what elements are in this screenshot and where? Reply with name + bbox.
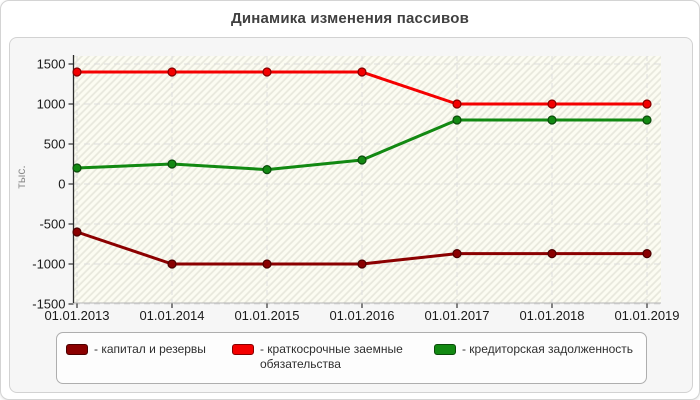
data-point[interactable] xyxy=(167,259,177,269)
x-tick-label: 01.01.2019 xyxy=(614,308,679,323)
x-tick-label: 01.01.2013 xyxy=(44,308,109,323)
x-tick-label: 01.01.2014 xyxy=(139,308,204,323)
legend-swatch xyxy=(66,344,88,355)
data-point[interactable] xyxy=(262,259,272,269)
legend-item-1[interactable]: - краткосрочные заемные обязательства xyxy=(231,342,408,373)
x-tick-label: 01.01.2016 xyxy=(329,308,394,323)
data-point[interactable] xyxy=(452,249,462,259)
data-point[interactable] xyxy=(642,99,652,109)
legend-label: - краткосрочные заемные обязательства xyxy=(259,342,403,372)
data-point[interactable] xyxy=(357,259,367,269)
data-point[interactable] xyxy=(642,115,652,125)
y-tick-label: -500 xyxy=(39,217,65,232)
data-point[interactable] xyxy=(547,249,557,259)
data-point[interactable] xyxy=(72,227,82,237)
data-point[interactable] xyxy=(167,67,177,77)
data-point[interactable] xyxy=(357,155,367,165)
y-axis-title: тыс. xyxy=(14,165,28,189)
plot-area xyxy=(73,56,661,303)
legend-swatch xyxy=(433,344,456,355)
data-point[interactable] xyxy=(452,99,462,109)
legend-item-0[interactable]: - капитал и резервы xyxy=(66,342,206,357)
data-point[interactable] xyxy=(642,249,652,259)
y-tick-label: -1500 xyxy=(32,297,65,312)
legend-label: - капитал и резервы xyxy=(94,342,206,356)
page-title: Динамика изменения пассивов xyxy=(230,10,470,27)
data-point[interactable] xyxy=(547,115,557,125)
y-tick-label: -1000 xyxy=(32,257,65,272)
data-point[interactable] xyxy=(262,67,272,77)
y-tick-label: 500 xyxy=(44,137,66,152)
data-point[interactable] xyxy=(357,67,367,77)
x-tick-label: 01.01.2015 xyxy=(234,308,299,323)
data-point[interactable] xyxy=(547,99,557,109)
legend-swatch xyxy=(231,344,254,355)
legend: - капитал и резервы - краткосрочные заемн… xyxy=(56,332,647,384)
y-tick-label: 0 xyxy=(58,177,65,192)
data-point[interactable] xyxy=(452,115,462,125)
x-tick-label: 01.01.2017 xyxy=(424,308,489,323)
y-tick-label: 1500 xyxy=(37,57,66,72)
data-point[interactable] xyxy=(262,165,272,175)
data-point[interactable] xyxy=(167,159,177,169)
x-tick-label: 01.01.2018 xyxy=(519,308,584,323)
data-point[interactable] xyxy=(72,163,82,173)
legend-item-2[interactable]: - кредиторская задолженность xyxy=(433,342,634,357)
legend-label: - кредиторская задолженность xyxy=(461,342,634,356)
y-tick-label: 1000 xyxy=(37,97,66,112)
data-point[interactable] xyxy=(72,67,82,77)
